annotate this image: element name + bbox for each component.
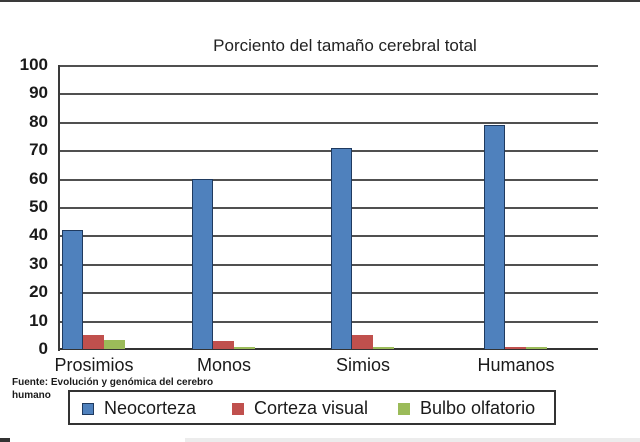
legend-swatch-green-icon <box>398 402 410 415</box>
bar-simios-bulbo-olfatorio <box>373 347 394 349</box>
bar-monos-bulbo-olfatorio <box>234 347 255 349</box>
y-tick: 50 <box>29 197 48 216</box>
bar-humanos-neocorteza <box>484 125 505 349</box>
source-line-2: humano <box>12 390 51 401</box>
plot-area <box>58 65 598 350</box>
y-tick: 10 <box>29 311 48 330</box>
legend-item-neocorteza: Neocorteza <box>82 398 196 419</box>
page-edge-strip <box>185 438 640 442</box>
top-border <box>0 0 640 2</box>
bar-prosimios-bulbo-olfatorio <box>104 340 125 349</box>
legend-item-corteza-visual: Corteza visual <box>232 398 368 419</box>
legend-label: Neocorteza <box>104 398 197 418</box>
legend: Neocorteza Corteza visual Bulbo olfatori… <box>68 390 556 425</box>
bar-humanos-bulbo-olfatorio <box>526 347 547 349</box>
gridline <box>58 122 598 124</box>
gridline <box>58 292 598 294</box>
y-tick: 30 <box>29 254 48 273</box>
y-tick: 90 <box>29 83 48 102</box>
gridline <box>58 321 598 323</box>
y-tick: 0 <box>38 339 48 358</box>
y-tick: 40 <box>29 225 48 244</box>
bar-simios-neocorteza <box>331 148 352 349</box>
gridline <box>58 93 598 95</box>
bar-simios-corteza-visual <box>352 335 373 349</box>
bar-prosimios-neocorteza <box>62 230 83 349</box>
y-tick: 80 <box>29 112 48 131</box>
legend-label: Corteza visual <box>254 398 369 418</box>
x-label-simios: Simios <box>335 355 390 375</box>
x-label-monos: Monos <box>196 355 252 375</box>
y-tick: 70 <box>29 140 48 159</box>
legend-item-bulbo-olfatorio: Bulbo olfatorio <box>398 398 535 419</box>
source-line-1: Fuente: Evolución y genómica del cerebro <box>12 377 214 388</box>
gridline <box>58 150 598 152</box>
bar-monos-neocorteza <box>192 179 213 349</box>
gridline <box>58 207 598 209</box>
legend-swatch-blue-icon <box>82 402 94 415</box>
x-label-prosimios: Prosimios <box>54 355 134 375</box>
bar-humanos-corteza-visual <box>505 347 526 349</box>
bar-monos-corteza-visual <box>213 341 234 349</box>
page-edge-mark <box>0 438 10 442</box>
y-tick: 20 <box>29 282 48 301</box>
x-axis-line <box>58 348 598 350</box>
chart-title: Porciento del tamaño cerebral total <box>213 36 477 55</box>
y-axis-line <box>58 65 60 351</box>
bar-prosimios-corteza-visual <box>83 335 104 349</box>
gridline <box>58 235 598 237</box>
y-tick: 100 <box>19 55 48 74</box>
legend-label: Bulbo olfatorio <box>420 398 536 418</box>
x-label-humanos: Humanos <box>477 355 555 375</box>
source-annotation: Fuente: Evolución y genómica del cerebro… <box>12 376 252 402</box>
gridline <box>58 65 598 67</box>
y-tick: 60 <box>29 169 48 188</box>
legend-swatch-red-icon <box>232 402 244 415</box>
gridline <box>58 179 598 181</box>
gridline <box>58 264 598 266</box>
